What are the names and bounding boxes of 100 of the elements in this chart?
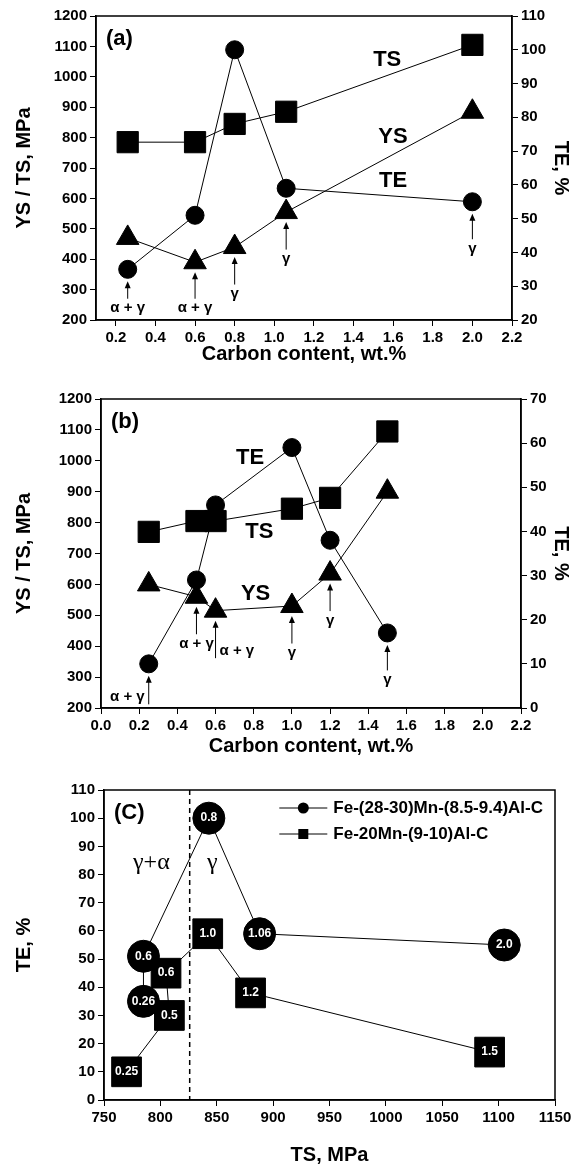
y-tick-label: 110 [70, 780, 95, 798]
y-tick-label: 1000 [58, 450, 92, 468]
annotation: γ [287, 643, 297, 661]
x-axis-title: Carbon content, wt.% [208, 733, 414, 756]
point [115, 224, 140, 245]
y-tick-label: 400 [61, 249, 87, 267]
x-tick-label: 1150 [538, 1108, 572, 1126]
x-tick-label: 0.0 [90, 716, 112, 734]
x-tick-label: 0.8 [243, 716, 265, 734]
x-tick-label: 0.4 [145, 328, 167, 346]
y-tick-label: 900 [61, 97, 87, 115]
x-tick-label: 2.2 [501, 328, 523, 346]
annotation: γ [282, 249, 291, 267]
x-tick-label: 1.8 [422, 328, 444, 346]
annotation: 0.26 [131, 993, 156, 1008]
annotation: YS [378, 123, 408, 149]
y-tick-label: 10 [78, 1061, 95, 1079]
y-tick-label: 200 [61, 310, 87, 328]
annotation: 1.06 [247, 926, 272, 941]
y-tick-label: 500 [66, 605, 92, 623]
annotation: 0.6 [157, 965, 175, 980]
point [276, 178, 296, 198]
annotation: TS [373, 45, 402, 71]
x-tick-label: 1.4 [357, 716, 380, 734]
annotation: 2.0 [495, 937, 513, 952]
x-tick-label: 2.0 [472, 716, 494, 734]
annotation: 0.25 [114, 1064, 139, 1079]
annotation: γ+α [132, 848, 171, 875]
point [376, 420, 399, 443]
y-tick-label: 300 [66, 667, 92, 685]
y-tick-label: 1200 [53, 6, 87, 24]
y-tick-label: 20 [78, 1033, 95, 1051]
legend-label: Fe-20Mn-(9-10)Al-C [333, 823, 489, 843]
y-axis-title: YS / TS, MPa [11, 492, 34, 615]
x-tick-label: 0.4 [166, 716, 189, 734]
chart-title: (C) [114, 799, 145, 825]
point [183, 131, 207, 154]
y-tick-label: 700 [61, 158, 87, 176]
y-tick-label: 100 [69, 808, 95, 826]
y2-tick-label: 80 [521, 107, 538, 125]
point [223, 112, 246, 136]
y2-tick-label: 30 [521, 276, 538, 294]
point [225, 40, 245, 60]
point [318, 560, 342, 581]
annotation: 1.0 [199, 926, 217, 941]
y-tick-label: 1100 [59, 420, 92, 438]
y-tick-label: 600 [66, 574, 92, 592]
y2-tick-label: 70 [530, 389, 547, 407]
x-tick-label: 0.2 [105, 328, 127, 346]
annotation: γ [205, 848, 218, 875]
point [280, 592, 304, 614]
y2-tick-label: 40 [530, 521, 547, 539]
x-tick-label: 1.2 [319, 716, 341, 734]
y2-tick-label: 50 [521, 208, 538, 226]
y-tick-label: 800 [66, 512, 92, 530]
point [282, 438, 302, 458]
x-tick-label: 950 [316, 1108, 343, 1126]
point [136, 570, 161, 592]
point [183, 248, 207, 270]
x-tick-label: 1050 [425, 1108, 459, 1126]
y2-tick-label: 110 [521, 6, 546, 24]
y-tick-label: 60 [78, 921, 95, 939]
point [462, 192, 482, 212]
y-tick-label: 1200 [58, 389, 92, 407]
y-tick-label: 70 [78, 892, 95, 910]
point [222, 233, 247, 255]
point [204, 509, 227, 533]
annotation: α + γ [110, 686, 146, 704]
y2-tick-label: 20 [530, 609, 547, 627]
y-tick-label: 700 [66, 543, 92, 561]
y2-tick-label: 40 [521, 242, 538, 260]
annotation: TS [245, 517, 274, 543]
point [274, 198, 298, 220]
x-tick-label: 0.6 [205, 716, 226, 734]
annotation: α + γ [177, 298, 214, 316]
y2-axis-title: TE, % [551, 526, 574, 581]
x-tick-label: 800 [147, 1108, 173, 1126]
x-tick-label: 1.8 [434, 716, 456, 734]
point [185, 205, 205, 225]
y2-tick-label: 60 [521, 175, 538, 193]
y-tick-label: 200 [66, 698, 92, 716]
x-tick-label: 1100 [482, 1108, 515, 1126]
x-tick-label: 1.0 [281, 716, 303, 734]
y-tick-label: 50 [78, 949, 95, 967]
y-tick-label: 400 [66, 636, 92, 654]
y-tick-label: 300 [61, 279, 87, 297]
point [461, 33, 484, 56]
point [320, 530, 340, 550]
y-tick-label: 900 [66, 481, 92, 499]
y-tick-label: 1100 [54, 36, 87, 54]
x-tick-label: 1.6 [396, 716, 417, 734]
y-tick-label: 90 [78, 836, 95, 854]
y-axis-title: TE, % [11, 917, 34, 973]
annotation: TE [378, 166, 408, 192]
annotation: TE [236, 444, 265, 470]
point [318, 486, 342, 509]
y2-tick-label: 0 [530, 698, 539, 716]
point [118, 259, 138, 279]
chart-title: (b) [111, 408, 140, 434]
annotation: 0.8 [200, 810, 218, 825]
